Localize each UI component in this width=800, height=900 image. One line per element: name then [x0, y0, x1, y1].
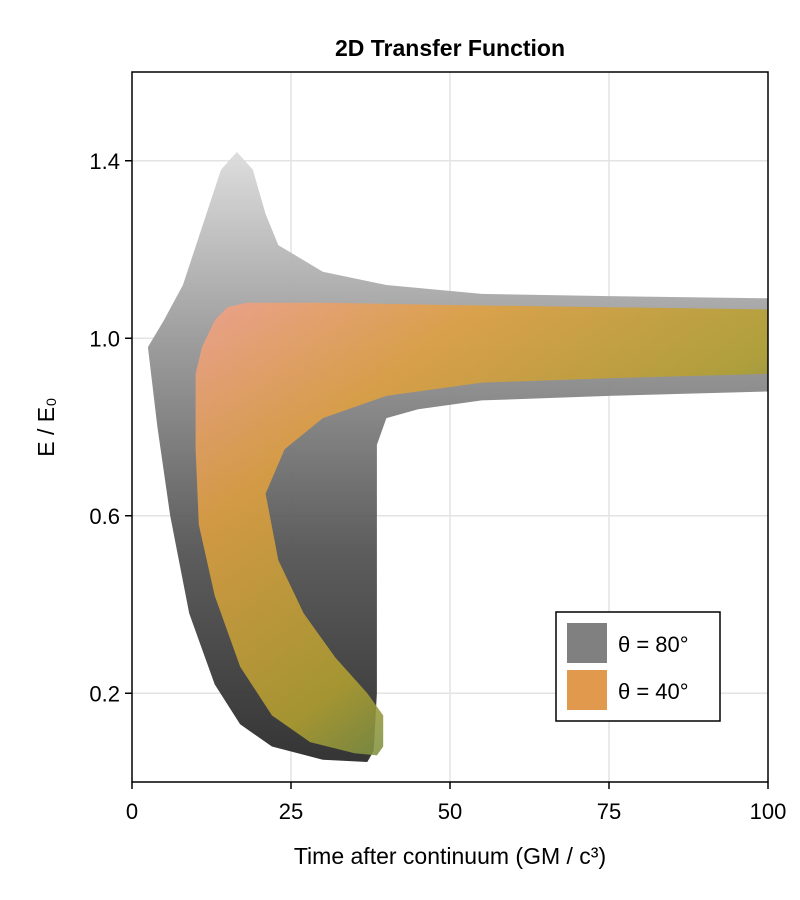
y-tick-label: 1.4: [89, 149, 120, 174]
x-tick-label: 75: [597, 799, 621, 824]
y-tick-label: 1.0: [89, 326, 120, 351]
x-tick-label: 0: [126, 799, 138, 824]
x-axis-label: Time after continuum (GM / c³): [294, 843, 606, 869]
legend: θ = 80° θ = 40°: [555, 611, 721, 722]
x-tick-label: 25: [279, 799, 303, 824]
series-layer: [147, 151, 768, 762]
y-axis-label: E / E₀: [33, 397, 59, 456]
legend-swatch-40: [567, 670, 607, 710]
legend-swatch-80: [567, 623, 607, 663]
chart-title: 2D Transfer Function: [335, 35, 565, 61]
x-tick-label: 100: [750, 799, 787, 824]
y-tick-label: 0.2: [89, 681, 120, 706]
legend-label-80: θ = 80°: [618, 632, 689, 657]
ticks: 0 25 50 75 100 0.2 0.6 1.0 1.4: [89, 149, 786, 824]
y-tick-label: 0.6: [89, 504, 120, 529]
legend-label-40: θ = 40°: [618, 679, 689, 704]
x-tick-label: 50: [438, 799, 462, 824]
series-region-1: [195, 302, 768, 756]
